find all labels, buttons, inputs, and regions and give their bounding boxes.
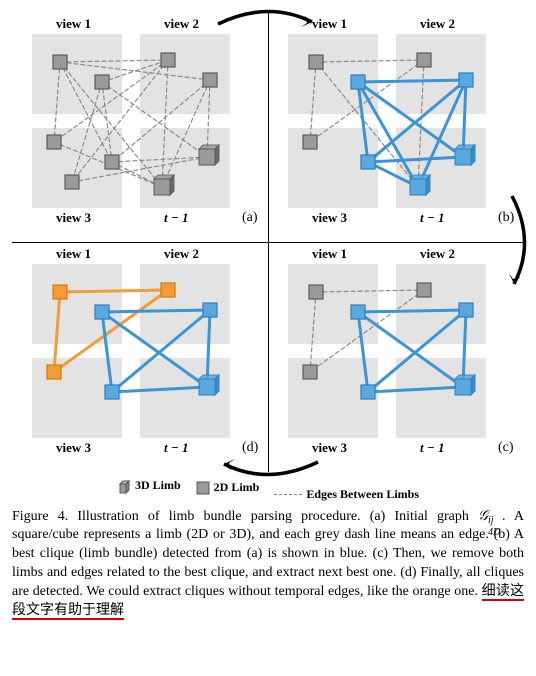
panel-label-a: (a)	[242, 210, 258, 226]
label-time: t − 1	[164, 210, 189, 226]
caption-prefix: Figure 4. Illustration of limb bundle pa…	[12, 509, 478, 524]
cell-view1	[32, 264, 122, 344]
panel-label-d: (d)	[242, 440, 258, 456]
label-view1: view 1	[56, 16, 91, 32]
panel-label-c: (c)	[498, 440, 514, 456]
legend-edge-label: Edges Between Limbs	[306, 487, 419, 502]
cell-view2	[140, 264, 230, 344]
label-view1: view 1	[56, 246, 91, 262]
panel-b: view 1 view 2 view 3 t − 1 (b)	[268, 12, 524, 242]
cell-view3	[288, 358, 378, 438]
figure-grid: view 1 view 2 view 3 t − 1 (a) view 1 vi…	[12, 12, 524, 472]
cell-time	[140, 358, 230, 438]
label-time: t − 1	[420, 210, 445, 226]
label-view3: view 3	[56, 210, 91, 226]
cell-view1	[32, 34, 122, 114]
panel-c: view 1 view 2 view 3 t − 1 (c)	[268, 242, 524, 472]
label-view2: view 2	[420, 246, 455, 262]
label-view1: view 1	[312, 16, 347, 32]
graph-sub: 4D	[488, 526, 500, 540]
cell-view3	[32, 358, 122, 438]
legend-3d: 3D Limb	[117, 478, 181, 493]
cell-view1	[288, 34, 378, 114]
cell-view2	[140, 34, 230, 114]
legend: 3D Limb 2D Limb Edges Between Limbs	[12, 478, 524, 502]
label-time: t − 1	[164, 440, 189, 456]
legend-3d-label: 3D Limb	[135, 478, 181, 493]
figure-caption: Figure 4. Illustration of limb bundle pa…	[12, 508, 524, 621]
label-time: t − 1	[420, 440, 445, 456]
legend-edge: Edges Between Limbs	[274, 487, 419, 502]
label-view1: view 1	[312, 246, 347, 262]
cell-view2	[396, 264, 486, 344]
panel-a: view 1 view 2 view 3 t − 1 (a)	[12, 12, 268, 242]
label-view2: view 2	[164, 16, 199, 32]
label-view3: view 3	[312, 210, 347, 226]
panel-d: view 1 view 2 view 3 t − 1 (d)	[12, 242, 268, 472]
cell-view3	[32, 128, 122, 208]
square-icon	[196, 481, 210, 495]
cell-view1	[288, 264, 378, 344]
label-view2: view 2	[164, 246, 199, 262]
cell-time	[396, 358, 486, 438]
cube-icon	[117, 479, 131, 493]
cell-time	[396, 128, 486, 208]
label-view3: view 3	[312, 440, 347, 456]
graph-symbol: 𝒢	[478, 509, 488, 524]
panel-label-b: (b)	[498, 210, 514, 226]
dash-icon	[274, 494, 302, 495]
legend-2d-label: 2D Limb	[214, 480, 260, 495]
label-view3: view 3	[56, 440, 91, 456]
cell-view2	[396, 34, 486, 114]
label-view2: view 2	[420, 16, 455, 32]
legend-2d: 2D Limb	[196, 480, 260, 495]
cell-view3	[288, 128, 378, 208]
cell-time	[140, 128, 230, 208]
